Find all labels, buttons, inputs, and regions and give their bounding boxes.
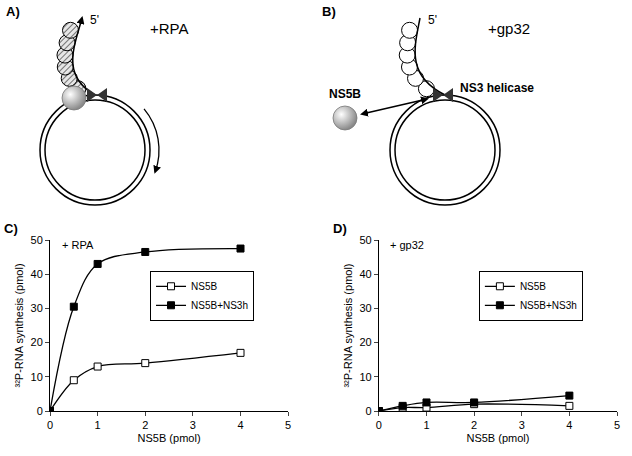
svg-text:+gp32: +gp32 xyxy=(488,20,530,37)
svg-text:D): D) xyxy=(333,221,347,236)
svg-text:50: 50 xyxy=(31,234,43,246)
svg-text:B): B) xyxy=(322,4,336,19)
svg-text:1: 1 xyxy=(95,419,101,431)
svg-text:NS3 helicase: NS3 helicase xyxy=(460,81,534,95)
svg-text:40: 40 xyxy=(31,268,43,280)
svg-text:30: 30 xyxy=(31,302,43,314)
svg-text:10: 10 xyxy=(31,371,43,383)
svg-text:NS5B (pmol): NS5B (pmol) xyxy=(466,432,529,444)
svg-text:5': 5' xyxy=(428,13,437,27)
svg-text:C): C) xyxy=(4,221,18,236)
svg-text:NS5B+NS3h: NS5B+NS3h xyxy=(191,300,248,311)
svg-text:5': 5' xyxy=(90,13,99,27)
svg-text:+RPA: +RPA xyxy=(150,20,189,37)
svg-text:NS5B+NS3h: NS5B+NS3h xyxy=(520,300,577,311)
svg-text:4: 4 xyxy=(566,419,572,431)
svg-text:+ RPA: + RPA xyxy=(62,239,94,251)
svg-text:0: 0 xyxy=(37,405,43,417)
svg-text:30: 30 xyxy=(359,302,371,314)
svg-text:50: 50 xyxy=(359,234,371,246)
svg-text:NS5B: NS5B xyxy=(191,281,217,292)
svg-text:A): A) xyxy=(6,4,20,19)
svg-text:NS5B (pmol): NS5B (pmol) xyxy=(138,432,201,444)
svg-text:2: 2 xyxy=(142,419,148,431)
svg-text:20: 20 xyxy=(31,336,43,348)
svg-text:0: 0 xyxy=(47,419,53,431)
svg-text:40: 40 xyxy=(359,268,371,280)
svg-text:³²P-RNA synthesis (pmol): ³²P-RNA synthesis (pmol) xyxy=(342,263,354,387)
svg-text:1: 1 xyxy=(423,419,429,431)
svg-text:4: 4 xyxy=(237,419,243,431)
svg-text:3: 3 xyxy=(190,419,196,431)
svg-text:NS5B: NS5B xyxy=(329,87,361,101)
svg-text:5: 5 xyxy=(285,419,291,431)
svg-text:NS5B: NS5B xyxy=(520,281,546,292)
svg-text:5: 5 xyxy=(614,419,620,431)
svg-text:3: 3 xyxy=(519,419,525,431)
svg-text:³²P-RNA synthesis (pmol): ³²P-RNA synthesis (pmol) xyxy=(13,263,25,387)
svg-text:10: 10 xyxy=(359,371,371,383)
svg-text:0: 0 xyxy=(376,419,382,431)
svg-text:2: 2 xyxy=(471,419,477,431)
svg-text:0: 0 xyxy=(366,405,372,417)
svg-text:20: 20 xyxy=(359,336,371,348)
svg-text:+ gp32: + gp32 xyxy=(390,239,424,251)
